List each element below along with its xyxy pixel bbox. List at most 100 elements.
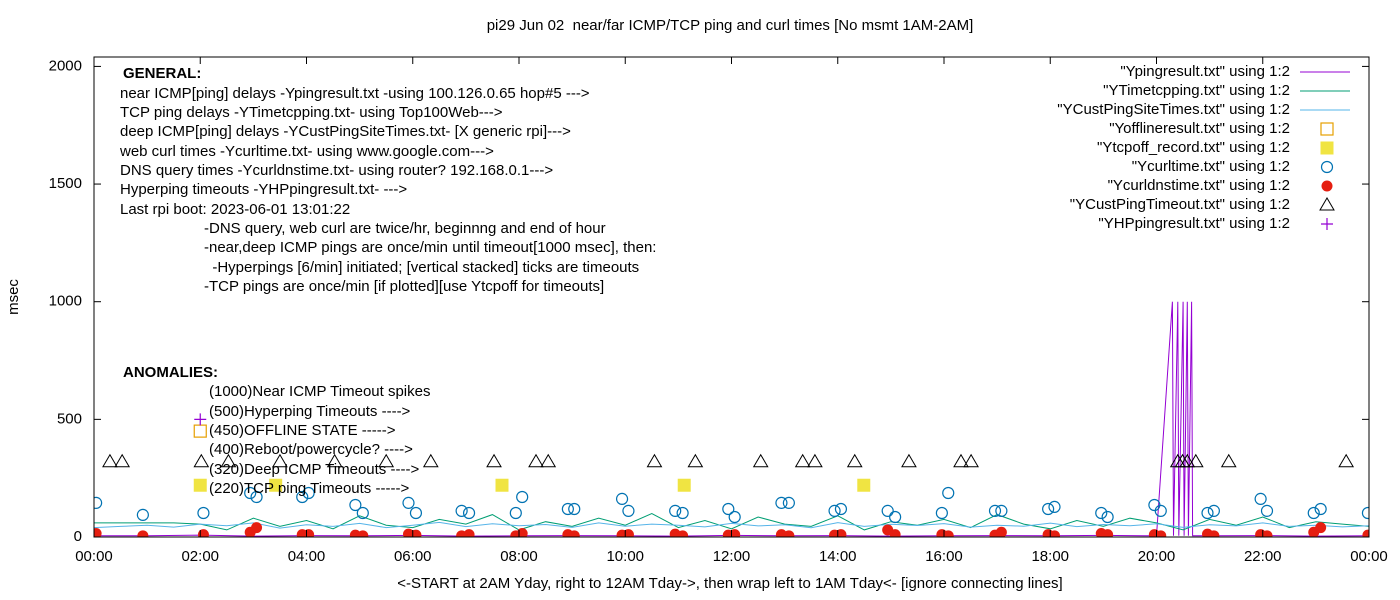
x-tick-label: 20:00 xyxy=(1138,548,1176,565)
circle-marker xyxy=(197,529,209,537)
triangle-marker xyxy=(807,453,823,468)
circle-marker xyxy=(622,504,635,517)
legend-label: "Ycurldnstime.txt" using 1:2 xyxy=(1108,177,1290,194)
square-marker xyxy=(495,478,509,492)
x-axis-label: <-START at 2AM Yday, right to 12AM Tday-… xyxy=(397,575,1062,592)
circle-marker xyxy=(1049,530,1060,537)
circle-marker xyxy=(251,522,263,534)
circle-marker xyxy=(137,530,149,537)
circle-marker xyxy=(244,486,257,500)
circle-marker xyxy=(1254,492,1267,505)
annotation: -Hyperpings [6/min] initiated; [vertical… xyxy=(204,259,639,276)
circle-marker xyxy=(1361,506,1369,520)
circle-marker xyxy=(881,504,894,517)
circle-marker xyxy=(349,498,362,512)
x-tick-label: 14:00 xyxy=(819,548,857,565)
triangle-marker xyxy=(486,453,502,468)
triangle-marker xyxy=(687,453,704,468)
square-marker xyxy=(677,478,691,492)
legend-label: "YHPpingresult.txt" using 1:2 xyxy=(1098,215,1290,232)
circle-marker xyxy=(1101,510,1114,524)
annotation: web curl times -Ycurltime.txt- using www… xyxy=(119,143,494,160)
triangle-marker xyxy=(272,453,288,468)
circle-marker xyxy=(942,530,954,537)
triangle-marker xyxy=(901,453,917,468)
plus-marker xyxy=(194,413,207,426)
circle-marker xyxy=(462,506,476,520)
triangle-marker xyxy=(1319,197,1335,211)
x-tick-label: 06:00 xyxy=(394,548,432,565)
y-tick-label: 0 xyxy=(74,528,82,545)
triangle-marker xyxy=(378,453,395,468)
circle-marker xyxy=(303,529,315,537)
circle-marker xyxy=(1362,529,1369,537)
square-marker xyxy=(857,478,871,492)
annotation: (500)Hyperping Timeouts ----> xyxy=(209,403,411,420)
triangle-marker xyxy=(963,453,979,468)
circle-marker xyxy=(828,504,841,517)
annotation: (400)Reboot/powercycle? ----> xyxy=(209,441,413,458)
triangle-marker xyxy=(846,453,863,468)
legend-label: "Yofflineresult.txt" using 1:2 xyxy=(1109,120,1290,137)
circle-marker xyxy=(722,502,735,516)
legend-label: "YTimetcpping.txt" using 1:2 xyxy=(1103,82,1290,99)
legend-label: "Ytcpoff_record.txt" using 1:2 xyxy=(1097,139,1290,156)
circle-marker xyxy=(1102,529,1114,537)
series-line xyxy=(94,521,1369,529)
circle-marker xyxy=(1042,502,1055,516)
series-line xyxy=(94,512,1369,531)
circle-marker xyxy=(1154,504,1167,517)
legend-label: "Ypingresult.txt" using 1:2 xyxy=(1120,63,1290,80)
circle-marker xyxy=(622,529,634,537)
circle-marker xyxy=(509,506,522,520)
triangle-marker xyxy=(193,453,210,468)
y-tick-label: 1500 xyxy=(49,175,82,192)
triangle-marker xyxy=(752,453,769,468)
annotation: TCP ping delays -YTimetcpping.txt- using… xyxy=(120,104,503,121)
x-tick-label: 12:00 xyxy=(713,548,751,565)
annotation: -TCP pings are once/min [if plotted][use… xyxy=(204,278,604,295)
circle-marker xyxy=(988,504,1002,517)
legend-label: "YCustPingTimeout.txt" using 1:2 xyxy=(1070,196,1290,213)
circle-marker xyxy=(783,530,795,537)
circle-marker xyxy=(669,504,682,517)
circle-marker xyxy=(995,526,1007,537)
circle-marker xyxy=(889,529,901,537)
x-tick-label: 10:00 xyxy=(606,548,644,565)
annotation: GENERAL: xyxy=(123,65,201,82)
circle-marker xyxy=(568,530,580,537)
circle-marker xyxy=(1307,506,1320,520)
circle-marker xyxy=(677,530,689,537)
circle-marker xyxy=(728,510,741,524)
x-tick-label: 02:00 xyxy=(181,548,219,565)
triangle-marker xyxy=(220,453,237,468)
circle-marker xyxy=(889,510,902,524)
y-tick-label: 2000 xyxy=(49,57,82,74)
circle-marker xyxy=(1260,504,1274,517)
circle-marker xyxy=(835,529,847,537)
x-tick-label: 08:00 xyxy=(500,548,538,565)
circle-marker xyxy=(94,496,103,509)
triangle-marker xyxy=(540,453,557,468)
annotation: -DNS query, web curl are twice/hr, begin… xyxy=(204,220,606,237)
annotation: Hyperping timeouts -YHPpingresult.txt- -… xyxy=(120,181,407,198)
triangle-marker xyxy=(1338,453,1355,468)
annotation: -near,deep ICMP pings are once/min until… xyxy=(204,239,656,256)
circle-marker xyxy=(615,492,629,505)
square-marker xyxy=(193,424,207,438)
triangle-marker xyxy=(102,453,118,468)
circle-marker xyxy=(1155,530,1167,537)
triangle-marker xyxy=(953,453,969,468)
circle-marker xyxy=(356,506,369,520)
x-tick-label: 22:00 xyxy=(1244,548,1282,565)
triangle-marker xyxy=(326,453,343,468)
circle-marker xyxy=(1201,506,1214,520)
circle-marker xyxy=(250,490,263,504)
circle-marker xyxy=(1321,180,1333,192)
triangle-marker xyxy=(1179,453,1196,468)
annotation: ANOMALIES: xyxy=(123,364,218,381)
annotation: (450)OFFLINE STATE -----> xyxy=(209,422,396,439)
circle-marker xyxy=(1315,522,1327,534)
triangle-marker xyxy=(1174,453,1191,468)
